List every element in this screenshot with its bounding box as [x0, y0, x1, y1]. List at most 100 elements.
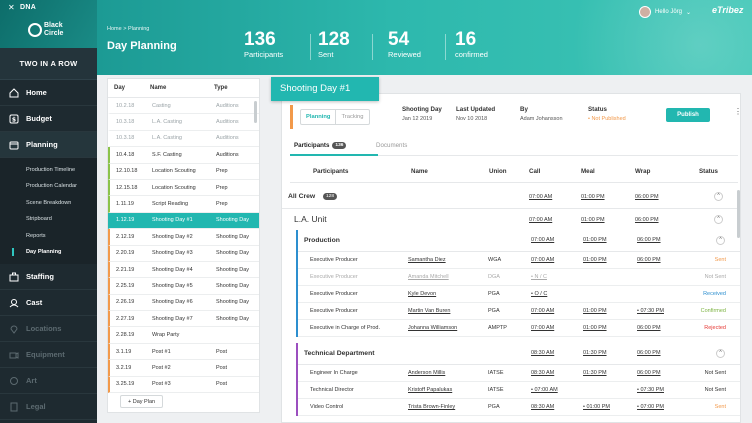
day-row[interactable]: 3.2.19 Post #2 Post [108, 360, 259, 377]
sidebar-item-cast[interactable]: Cast [0, 290, 97, 317]
department-header[interactable]: Production 07:00 AM 01:00 PM 06:00 PM ^ [298, 230, 740, 252]
scrollbar[interactable] [254, 101, 257, 123]
sidebar-item-planning[interactable]: Planning [0, 132, 97, 158]
day-row[interactable]: 2.28.19 Wrap Party [108, 327, 259, 344]
mode-tracking-button[interactable]: Tracking [341, 114, 364, 120]
tab-participants[interactable]: Participants 136 [294, 142, 347, 149]
meal-time[interactable]: 01:00 PM [583, 325, 607, 331]
day-row[interactable]: 2.21.19 Shooting Day #4 Shooting Day [108, 261, 259, 279]
participant-row[interactable]: Executive Producer Samantha Diez WGA 07:00 … [298, 252, 740, 269]
wrap-time[interactable]: • 07:30 PM [637, 387, 664, 393]
meal-time[interactable]: 01:30 PM [583, 370, 607, 376]
column-header-participants[interactable]: Participants [313, 168, 349, 175]
collapse-icon[interactable]: ^ [716, 349, 725, 358]
day-row[interactable]: 10.3.18 L.A. Casting Auditions [108, 131, 259, 148]
day-row[interactable]: 3.1.19 Post #1 Post [108, 343, 259, 361]
day-row[interactable]: 2.25.19 Shooting Day #5 Shooting Day [108, 278, 259, 295]
wrap-time[interactable]: • 07:30 PM [637, 308, 664, 314]
call-time[interactable]: 07:00 AM [531, 308, 555, 314]
meal-time[interactable]: 01:00 PM [581, 194, 605, 200]
call-time[interactable]: • O / C [531, 291, 548, 297]
column-header-wrap[interactable]: Wrap [635, 168, 651, 175]
wrap-time[interactable]: 06:00 PM [637, 237, 661, 243]
participant-row[interactable]: Engineer In Charge Anderson Millis IATSE 08… [298, 365, 740, 382]
collapse-icon[interactable]: ^ [716, 236, 725, 245]
column-header-type[interactable]: Type [214, 85, 228, 91]
meal-time[interactable]: • 01:00 PM [583, 404, 610, 410]
submenu-reports[interactable]: Reports [26, 232, 46, 239]
meal-time[interactable]: 01:00 PM [583, 257, 607, 263]
day-row[interactable]: 12.15.18 Location Scouting Prep [108, 179, 259, 197]
participant-row[interactable]: Technical Director Kristoff Papalukas IATS… [298, 382, 740, 399]
meal-time[interactable]: 01:00 PM [581, 217, 605, 223]
company-logo[interactable]: Black Circle [28, 21, 72, 41]
column-header-call[interactable]: Call [529, 168, 541, 175]
tab-documents[interactable]: Documents [376, 142, 408, 149]
sidebar-item-home[interactable]: Home [0, 80, 97, 106]
wrap-time[interactable]: 06:00 PM [637, 257, 661, 263]
meal-time[interactable]: 01:00 PM [583, 237, 607, 243]
group-row-all-crew[interactable]: All Crew 128 07:00 AM 01:00 PM 06:00 PM … [282, 186, 740, 208]
day-row[interactable]: 10.4.18 S.F. Casting Auditions [108, 147, 259, 164]
sidebar-item-budget[interactable]: $ Budget [0, 106, 97, 132]
column-header-name[interactable]: Name [150, 85, 167, 91]
call-time[interactable]: 08:30 AM [531, 370, 555, 376]
breadcrumb[interactable]: Home > Planning [107, 26, 150, 32]
column-header-status[interactable]: Status [699, 168, 718, 175]
column-header-meal[interactable]: Meal [581, 168, 595, 175]
participant-row[interactable]: Executive Producer Kyle Devon PGA • O / C Re… [298, 286, 740, 303]
participant-name[interactable]: Kyle Devon [408, 291, 437, 297]
submenu-production-calendar[interactable]: Production Calendar [26, 183, 77, 190]
scrollbar[interactable] [737, 190, 740, 238]
meal-time[interactable]: 01:00 PM [583, 308, 607, 314]
day-row[interactable]: 12.10.18 Location Scouting Prep [108, 163, 259, 180]
participant-name[interactable]: Trista Brown-Finley [408, 404, 456, 410]
wrap-time[interactable]: 06:00 PM [637, 370, 661, 376]
day-row[interactable]: 10.3.18 L.A. Casting Auditions [108, 114, 259, 131]
sidebar-item-legal[interactable]: Legal [0, 394, 97, 421]
wrap-time[interactable]: 06:00 PM [635, 217, 659, 223]
mode-planning-button[interactable]: Planning [301, 110, 337, 124]
day-row[interactable]: 3.25.19 Post #3 Post [108, 376, 259, 394]
participant-row[interactable]: Executive in Charge of Prod. Johanna Will… [298, 320, 740, 337]
sidebar-item-locations[interactable]: Locations [0, 316, 97, 343]
group-row-unit[interactable]: L.A. Unit 07:00 AM 01:00 PM 06:00 PM ^ [282, 208, 740, 230]
participant-name[interactable]: Kristoff Papalukas [408, 387, 453, 393]
department-header[interactable]: Technical Department 08:30 AM 01:30 PM 0… [298, 343, 740, 365]
participant-name[interactable]: Samantha Diez [408, 257, 446, 263]
wrap-time[interactable]: 06:00 PM [635, 194, 659, 200]
call-time[interactable]: 07:00 AM [529, 194, 553, 200]
user-menu[interactable]: Hello Jörg ⌄ [639, 6, 691, 18]
call-time[interactable]: 07:00 AM [531, 237, 555, 243]
day-row[interactable]: 1.11.19 Script Reading Prep [108, 196, 259, 213]
participant-row[interactable]: Executive Producer Amanda Mitchell DGA • N … [298, 269, 740, 286]
day-row[interactable]: 2.20.19 Shooting Day #3 Shooting Day [108, 245, 259, 262]
call-time[interactable]: 08:30 AM [531, 404, 555, 410]
column-header-name[interactable]: Name [411, 168, 428, 175]
publish-button[interactable]: Publish [666, 108, 710, 122]
participant-row[interactable]: Executive Producer Martin Van Buren PGA 07:… [298, 303, 740, 320]
meal-time[interactable]: 01:30 PM [583, 350, 607, 356]
submenu-production-timeline[interactable]: Production Timeline [26, 167, 76, 173]
column-header-day[interactable]: Day [114, 85, 126, 91]
participant-name[interactable]: Anderson Millis [408, 370, 446, 376]
call-time[interactable]: 07:00 AM [531, 325, 555, 331]
participant-row[interactable]: Video Control Trista Brown-Finley PGA 08:30… [298, 399, 740, 416]
participant-name[interactable]: Martin Van Buren [408, 308, 451, 314]
column-header-union[interactable]: Union [489, 168, 507, 175]
call-time[interactable]: 08:30 AM [531, 350, 555, 356]
day-row[interactable]: 2.27.19 Shooting Day #7 Shooting Day [108, 311, 259, 328]
call-time[interactable]: 07:00 AM [531, 257, 555, 263]
participant-name[interactable]: Johanna Williamson [408, 325, 458, 331]
collapse-icon[interactable]: ^ [714, 192, 723, 201]
submenu-day-planning[interactable]: Day Planning [12, 244, 97, 260]
call-time[interactable]: 07:00 AM [529, 217, 553, 223]
day-row[interactable]: 1.12.19 Shooting Day #1 Shooting Day [108, 212, 259, 230]
day-row[interactable]: 2.26.19 Shooting Day #6 Shooting Day [108, 294, 259, 312]
wrap-time[interactable]: 06:00 PM [637, 325, 661, 331]
wrap-time[interactable]: 06:00 PM [637, 350, 661, 356]
project-name[interactable]: TWO IN A ROW [0, 48, 97, 80]
day-row[interactable]: 10.2.18 Casting Auditions [108, 98, 259, 115]
submenu-stripboard[interactable]: Stripboard [26, 216, 52, 223]
call-time[interactable]: • 07:00 AM [531, 387, 558, 393]
